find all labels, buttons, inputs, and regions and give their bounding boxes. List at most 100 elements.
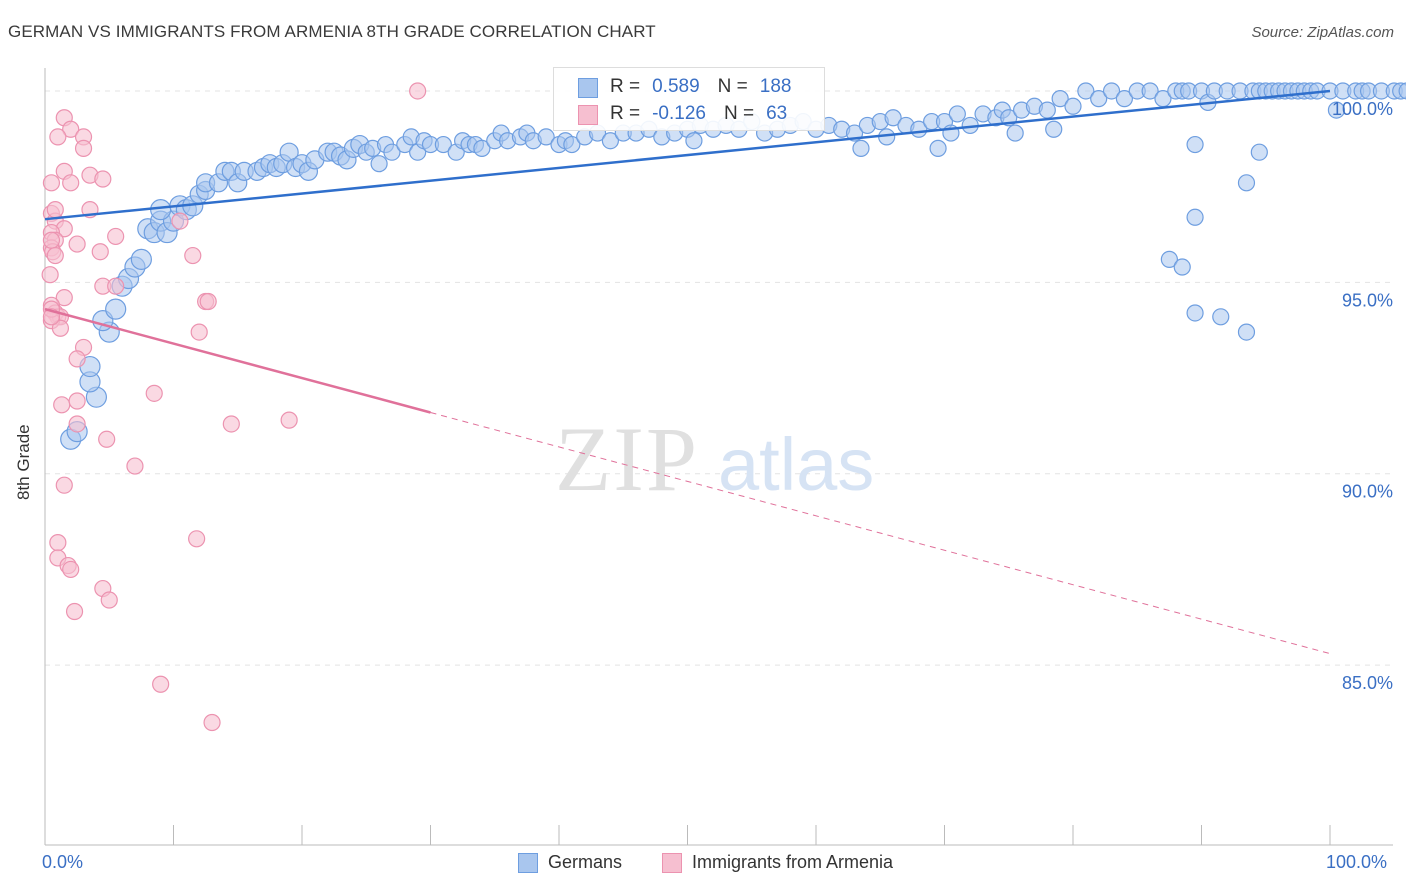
german-point-119 <box>1090 90 1108 108</box>
armenia-point-1 <box>62 120 80 138</box>
german-point-111 <box>1006 124 1024 142</box>
armenia-point-59 <box>46 246 64 265</box>
armenia-point-42 <box>280 411 298 429</box>
german-point-118 <box>1077 82 1095 100</box>
germans-r-value: 0.589 <box>652 76 700 97</box>
german-point-162 <box>1327 101 1346 119</box>
y-tick-label-2: 90.0% <box>1342 482 1393 502</box>
german-point-67 <box>537 128 555 146</box>
armenia-point-54 <box>65 602 84 621</box>
armenia-point-21 <box>171 212 189 230</box>
zipatlas-watermark: ZIP atlas <box>555 408 874 510</box>
armenia-point-25 <box>107 277 125 295</box>
armenia-point-23 <box>41 266 59 284</box>
stats-row-armenia: R = -0.126 N = 63 <box>578 103 788 125</box>
germans-swatch <box>578 78 598 98</box>
trend-layer <box>44 89 1331 655</box>
germans-trend-line <box>44 89 1331 221</box>
armenia-point-26 <box>55 289 73 307</box>
german-point-98 <box>884 109 902 127</box>
german-point-165 <box>1186 208 1204 226</box>
german-point-60 <box>473 139 491 157</box>
armenia-point-57 <box>409 82 427 100</box>
armenia-point-48 <box>49 534 67 552</box>
armenia-point-3 <box>49 128 67 146</box>
german-point-169 <box>1212 308 1230 326</box>
armenia-n-value: 63 <box>766 103 788 124</box>
armenia-point-20 <box>107 227 125 246</box>
armenia-point-51 <box>62 560 80 579</box>
source-credit: Source: ZipAtlas.com <box>1251 24 1394 41</box>
german-point-123 <box>1141 82 1159 100</box>
armenia-r-value: -0.126 <box>652 103 706 124</box>
german-point-170 <box>1237 323 1256 341</box>
armenia-point-53 <box>100 591 118 609</box>
armenia-point-39 <box>53 396 71 414</box>
german-point-102 <box>929 139 947 157</box>
armenia-point-47 <box>188 530 206 548</box>
armenia-point-44 <box>98 430 116 448</box>
n-label: N = <box>717 76 748 97</box>
german-point-114 <box>1038 101 1056 119</box>
armenia-trend-line-dashed <box>430 411 1331 655</box>
german-point-94 <box>852 139 870 157</box>
y-axis-title: 8th Grade <box>14 424 33 500</box>
r-label: R = <box>610 76 641 97</box>
n-label: N = <box>723 103 755 124</box>
correlation-stats-box: R = 0.589 N = 188 R = -0.126 N = 63 <box>553 67 825 131</box>
y-tick-label-1: 95.0% <box>1342 290 1393 310</box>
armenia-point-56 <box>203 713 221 732</box>
german-point-117 <box>1064 97 1082 115</box>
armenia-swatch <box>578 105 598 125</box>
armenia-point-9 <box>42 174 61 192</box>
german-point-116 <box>1051 90 1069 108</box>
legend-armenia-swatch <box>662 852 682 873</box>
axis-layer <box>44 68 1393 846</box>
armenia-point-55 <box>152 675 170 693</box>
german-point-166 <box>1160 250 1178 268</box>
legend-item-germans[interactable]: Germans <box>518 852 622 873</box>
r-label: R = <box>610 103 641 124</box>
german-point-17 <box>150 199 172 221</box>
armenia-point-35 <box>190 323 208 341</box>
y-tick-label-0: 100.0% <box>1332 99 1393 119</box>
armenia-point-7 <box>94 170 112 188</box>
german-point-47 <box>370 155 388 173</box>
german-point-73 <box>601 132 620 150</box>
german-point-115 <box>1045 120 1063 138</box>
german-point-80 <box>685 132 703 150</box>
svg-text:atlas: atlas <box>718 423 874 506</box>
armenia-point-45 <box>126 457 144 475</box>
armenia-trend-line-solid <box>44 307 431 414</box>
armenia-point-4 <box>74 139 93 157</box>
german-points <box>60 82 1406 450</box>
svg-text:ZIP: ZIP <box>555 408 699 510</box>
armenia-point-46 <box>55 476 73 494</box>
armenia-points <box>41 82 427 732</box>
german-point-70 <box>563 135 581 154</box>
german-point-49 <box>383 143 401 161</box>
armenia-point-43 <box>68 415 86 433</box>
legend-armenia-label: Immigrants from Armenia <box>692 852 894 872</box>
germans-n-value: 188 <box>759 76 792 97</box>
chart-title: GERMAN VS IMMIGRANTS FROM ARMENIA 8TH GR… <box>8 22 656 41</box>
armenia-point-32 <box>51 319 70 337</box>
armenia-point-38 <box>145 384 163 402</box>
german-point-163 <box>1250 143 1268 161</box>
german-point-168 <box>1186 304 1204 322</box>
german-point-171 <box>1186 135 1204 154</box>
german-point-11 <box>130 248 152 270</box>
stats-row-germans: R = 0.589 N = 188 <box>578 76 792 98</box>
y-tick-labels: 100.0% 95.0% 90.0% 85.0% <box>1332 99 1393 693</box>
armenia-point-58 <box>42 231 61 249</box>
legend-item-armenia[interactable]: Immigrants from Armenia <box>662 852 893 873</box>
german-point-121 <box>1115 90 1134 108</box>
armenia-point-8 <box>62 174 80 192</box>
armenia-point-34 <box>199 292 217 311</box>
german-point-164 <box>1237 174 1256 192</box>
armenia-point-40 <box>68 392 86 410</box>
german-point-55 <box>434 135 452 154</box>
german-point-105 <box>948 105 966 123</box>
armenia-point-41 <box>222 415 240 433</box>
